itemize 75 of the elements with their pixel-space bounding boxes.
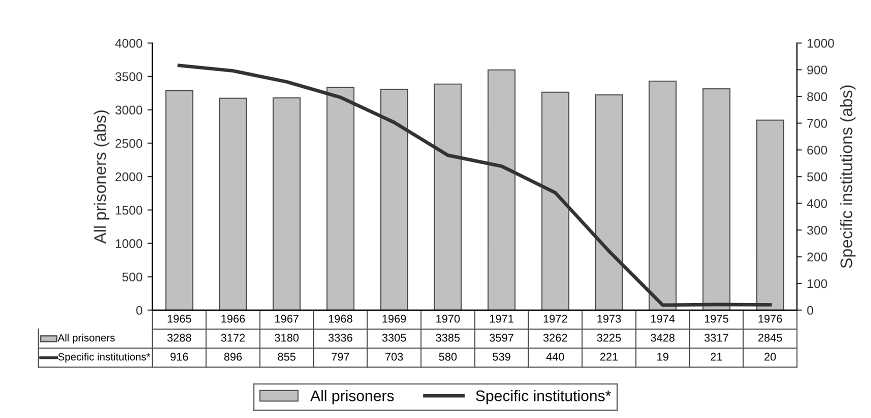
x-tick-label: 1965: [168, 314, 192, 323]
x-tick-label: 1971: [490, 314, 514, 323]
data-label: 21: [710, 352, 722, 361]
y-tick-label: 500: [122, 272, 142, 282]
data-label: 3336: [328, 334, 352, 342]
text: Specific institutions*: [476, 390, 611, 404]
y-tick-label: 3500: [115, 72, 142, 82]
line-series: [178, 64, 772, 307]
data-label: 580: [439, 352, 457, 361]
x-tick-label: 1974: [651, 314, 675, 323]
data-label: 539: [492, 352, 510, 361]
x-tick-label: 1970: [436, 314, 460, 323]
bar: [594, 94, 623, 310]
bar: [434, 84, 462, 310]
y2-tick-label: 800: [807, 92, 828, 102]
y2-axis-title: Specific institutions (abs): [840, 85, 856, 268]
data-label: 916: [170, 352, 188, 361]
y-axis-title: All prisoners (abs): [94, 110, 110, 244]
data-label: 3305: [382, 334, 406, 342]
legend-label: Specific institutions*: [58, 352, 150, 363]
bar: [165, 90, 194, 310]
data-label: 855: [278, 352, 296, 361]
bar: [326, 86, 354, 310]
bar: [219, 98, 247, 310]
data-label: 19: [657, 352, 668, 361]
bar: [272, 97, 301, 310]
bar: [541, 92, 570, 310]
legend-label: All prisoners: [58, 334, 115, 344]
data-label: 20: [764, 352, 776, 361]
data-label: 3262: [543, 334, 568, 342]
data-label: 440: [546, 352, 564, 361]
data-label: 3428: [650, 334, 675, 342]
x-tick-label: 1976: [758, 314, 782, 323]
x-tick-label: 1973: [597, 314, 621, 323]
bar: [648, 80, 677, 310]
data-label: 3385: [436, 334, 460, 342]
data-label: 2845: [758, 334, 782, 342]
bar: [756, 120, 784, 310]
y2-tick-label: 600: [807, 146, 828, 155]
data-label: 221: [600, 352, 618, 361]
data-label: 896: [224, 352, 242, 361]
data-label: 703: [385, 352, 403, 361]
x-tick-label: 1975: [704, 314, 728, 323]
data-label: 3180: [274, 334, 299, 342]
x-tick-label: 1966: [221, 314, 245, 323]
y2-tick-label: 900: [807, 66, 828, 74]
y-tick-label: 3000: [115, 106, 142, 114]
y-tick-label: 4000: [115, 38, 142, 48]
y-tick-label: 0: [136, 306, 142, 315]
y2-tick-label: 1000: [808, 38, 834, 48]
text: All prisoners: [310, 390, 394, 404]
bar: [702, 88, 730, 310]
y2-tick-label: 100: [808, 279, 828, 288]
data-label: 3597: [490, 334, 514, 342]
data-label: 797: [332, 352, 350, 361]
bar: [380, 88, 408, 310]
data-label: 3317: [704, 334, 728, 342]
y-tick-label: 2000: [116, 172, 142, 182]
y2-tick-label: 0: [807, 306, 814, 315]
y2-tick-label: 700: [807, 118, 828, 128]
y2-tick-label: 200: [807, 252, 828, 262]
x-tick-label: 1969: [382, 314, 406, 323]
bar: [488, 69, 516, 310]
y-tick-label: 1500: [116, 206, 142, 215]
data-label: 3288: [167, 334, 192, 342]
y2-tick-label: 300: [807, 226, 828, 235]
y2-tick-label: 500: [807, 172, 828, 182]
x-tick-label: 1967: [275, 314, 299, 323]
data-label: 3225: [597, 334, 621, 342]
x-tick-label: 1972: [544, 314, 568, 323]
y-tick-label: 1000: [116, 239, 142, 248]
x-tick-label: 1968: [328, 314, 352, 323]
data-label: 3172: [221, 334, 245, 342]
y2-tick-label: 400: [806, 199, 828, 208]
y-tick-label: 2500: [116, 139, 142, 148]
